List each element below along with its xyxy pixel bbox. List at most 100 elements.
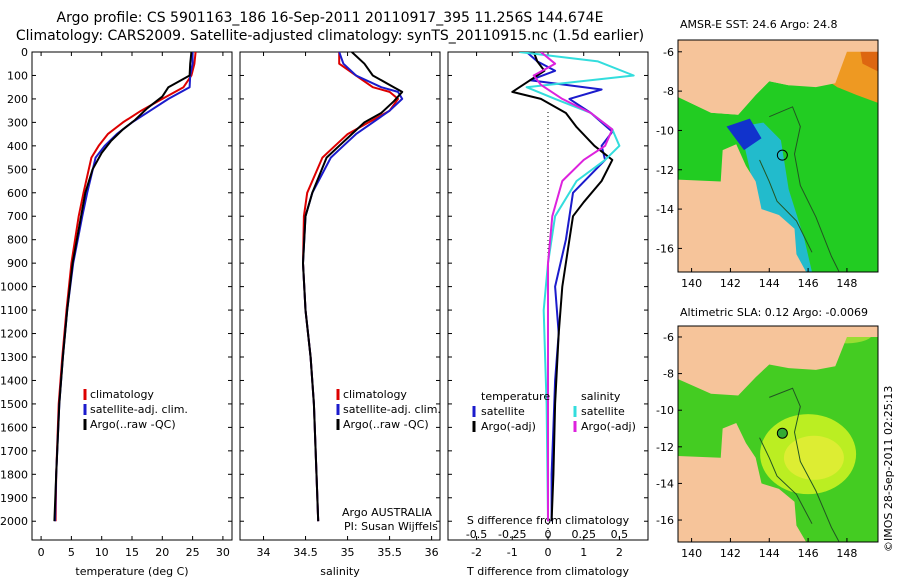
salinity-series-group — [302, 52, 404, 522]
depth-tick-label: 1500 — [0, 398, 28, 411]
depth-tick-label: 500 — [7, 163, 28, 176]
figure-title-line1: Argo profile: CS 5901163_186 16-Sep-2011… — [56, 10, 604, 26]
sst-map-title: AMSR-E SST: 24.6 Argo: 24.8 — [680, 18, 838, 31]
diff-legend-label: Argo(-adj) — [581, 420, 636, 433]
temperature-xtick-label: 20 — [155, 546, 169, 559]
depth-tick-label: 600 — [7, 187, 28, 200]
sst-argo-marker — [776, 149, 788, 161]
salinity-diff-tick-label: -0.5 — [466, 528, 487, 541]
depth-tick-label: 1200 — [0, 328, 28, 341]
salinity-legend-label: satellite-adj. clim. — [343, 403, 441, 416]
sla-map-frame — [677, 325, 879, 543]
sla-shelf-contour — [759, 437, 813, 524]
differences-line-t-argo-adj- — [511, 52, 614, 522]
depth-tick-label: 1600 — [0, 421, 28, 434]
salinity-diff-tick-label: 0.25 — [571, 528, 596, 541]
sla-lat-label: -10 — [656, 404, 674, 417]
sst-map: 140 142 144 146 148 -6 -8 -10 -12 -14 -16 — [656, 39, 879, 290]
float-program-label: Argo AUSTRALIA — [342, 506, 432, 519]
sst-reef-contour — [769, 106, 840, 272]
depth-tick-label: 100 — [7, 69, 28, 82]
sst-land-cover — [678, 40, 816, 115]
temperature-legend-label: satellite-adj. clim. — [90, 403, 188, 416]
temperature-panel: 0100200300400500600700800900100011001200… — [0, 46, 233, 578]
sla-reef-contour — [769, 387, 840, 542]
depth-tick-label: 2000 — [0, 515, 28, 528]
temperature-xtick-label: 25 — [186, 546, 200, 559]
sst-map-frame — [677, 39, 879, 273]
sla-peak-blob — [783, 435, 844, 480]
depth-tick-label: 700 — [7, 210, 28, 223]
differences-series-group — [511, 52, 635, 522]
sst-lon-label: 140 — [681, 277, 702, 290]
sst-lon-label: 148 — [836, 277, 857, 290]
differences-xtick-label: -1 — [507, 546, 518, 559]
temperature-xtick-label: 30 — [216, 546, 230, 559]
sst-map-body — [678, 40, 878, 272]
diff-legend-header: temperature — [481, 390, 550, 403]
sla-lat-label: -8 — [663, 368, 674, 381]
depth-tick-label: 300 — [7, 116, 28, 129]
temperature-xtick-label: 15 — [125, 546, 139, 559]
sst-cold-patch — [726, 118, 762, 151]
sla-lat-label: -16 — [656, 514, 674, 527]
depth-tick-label: 800 — [7, 234, 28, 247]
sla-lat-label: -6 — [663, 331, 674, 344]
depth-tick-label: 0 — [21, 46, 28, 59]
sst-lat-label: -12 — [656, 164, 674, 177]
temperature-xtick-label: 5 — [68, 546, 75, 559]
differences-xtick-label: 0 — [545, 546, 552, 559]
sst-land-australia — [678, 144, 807, 272]
salinity-axes-box — [239, 51, 441, 541]
salinity-diff-tick-label: 0 — [545, 528, 552, 541]
depth-tick-label: 1900 — [0, 492, 28, 505]
temperature-line-argo-raw-qc- — [53, 52, 193, 522]
salinity-legend-label: Argo(..raw -QC) — [343, 418, 429, 431]
depth-tick-label: 1300 — [0, 351, 28, 364]
salinity-diff-tick-label: 0.5 — [611, 528, 629, 541]
temperature-xtick-label: 0 — [38, 546, 45, 559]
depth-tick-label: 1800 — [0, 468, 28, 481]
depth-tick-label: 1000 — [0, 281, 28, 294]
differences-xlabel: T difference from climatology — [466, 565, 629, 578]
diff-legend-label: satellite — [581, 405, 625, 418]
sla-map-title: Altimetric SLA: 0.12 Argo: -0.0069 — [680, 306, 868, 319]
salinity-line-argo-raw-qc- — [302, 52, 404, 522]
diff-legend-label: satellite — [481, 405, 525, 418]
depth-tick-label: 1700 — [0, 445, 28, 458]
differences-xtick-label: 1 — [580, 546, 587, 559]
salinity-xtick-label: 35.5 — [377, 546, 402, 559]
salinity-xtick-label: 34 — [257, 546, 271, 559]
depth-tick-label: 1400 — [0, 374, 28, 387]
depth-tick-label: 900 — [7, 257, 28, 270]
sla-lat-label: -12 — [656, 441, 674, 454]
differences-panel: -2 -1 0 1 2 T difference from climatology -0.5… — [447, 51, 649, 578]
sst-lat-label: -6 — [663, 46, 674, 59]
sst-lat-label: -14 — [656, 203, 674, 216]
salinity-xtick-label: 34.5 — [293, 546, 318, 559]
depth-tick-label: 200 — [7, 93, 28, 106]
sla-land-australia — [678, 423, 807, 542]
diff-legend-header: salinity — [581, 390, 621, 403]
salinity-legend-label: climatology — [343, 388, 407, 401]
temperature-axes-box — [31, 51, 233, 541]
salinity-diff-tick-label: -0.25 — [498, 528, 526, 541]
sla-map: 140 142 144 146 148 -6 -8 -10 -12 -14 -16 — [656, 325, 879, 560]
sla-lat-label: -14 — [656, 477, 674, 490]
sla-land-png — [678, 326, 878, 396]
sst-lat-label: -8 — [663, 85, 674, 98]
sla-lon-label: 142 — [720, 547, 741, 560]
figure-title-line2: Climatology: CARS2009. Satellite-adjuste… — [15, 28, 645, 44]
temperature-series-group — [53, 52, 197, 522]
salinity-xlabel: salinity — [320, 565, 360, 578]
sla-lon-label: 140 — [681, 547, 702, 560]
sla-lon-label: 144 — [759, 547, 780, 560]
salinity-xtick-label: 36 — [425, 546, 439, 559]
differences-line-s-satellite — [519, 52, 635, 522]
sst-shelf-contour — [759, 159, 813, 253]
differences-xtick-label: -2 — [471, 546, 482, 559]
differences-xtick-label: 2 — [616, 546, 623, 559]
temperature-xtick-label: 10 — [95, 546, 109, 559]
temperature-legend-label: Argo(..raw -QC) — [90, 418, 176, 431]
